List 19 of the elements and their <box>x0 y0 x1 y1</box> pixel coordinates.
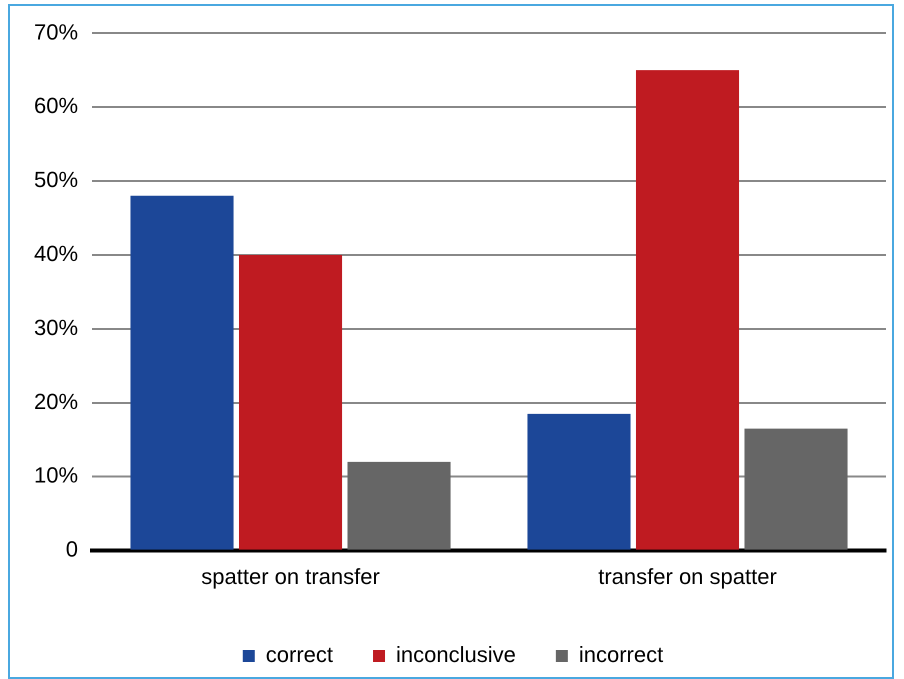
legend-label: incorrect <box>578 642 664 668</box>
y-tick-label: 60% <box>34 93 78 118</box>
y-tick-label: 20% <box>34 388 78 414</box>
bar <box>636 70 740 550</box>
legend-label: correct <box>266 642 334 668</box>
y-tick-label: 30% <box>34 314 78 340</box>
y-tick-label: 50% <box>34 167 78 192</box>
bar <box>744 428 848 550</box>
bar <box>527 414 631 550</box>
y-tick-label: 70% <box>34 19 78 44</box>
x-tick-label: transfer on spatter <box>598 564 777 589</box>
bar <box>238 254 342 550</box>
x-tick-label: spatter on transfer <box>201 564 380 589</box>
bar <box>130 196 234 550</box>
y-tick-label: 0 <box>66 536 78 562</box>
y-tick-label: 40% <box>34 241 78 266</box>
y-tick-label: 10% <box>34 462 78 488</box>
legend-label: inconclusive <box>396 642 516 668</box>
bar <box>347 462 451 550</box>
